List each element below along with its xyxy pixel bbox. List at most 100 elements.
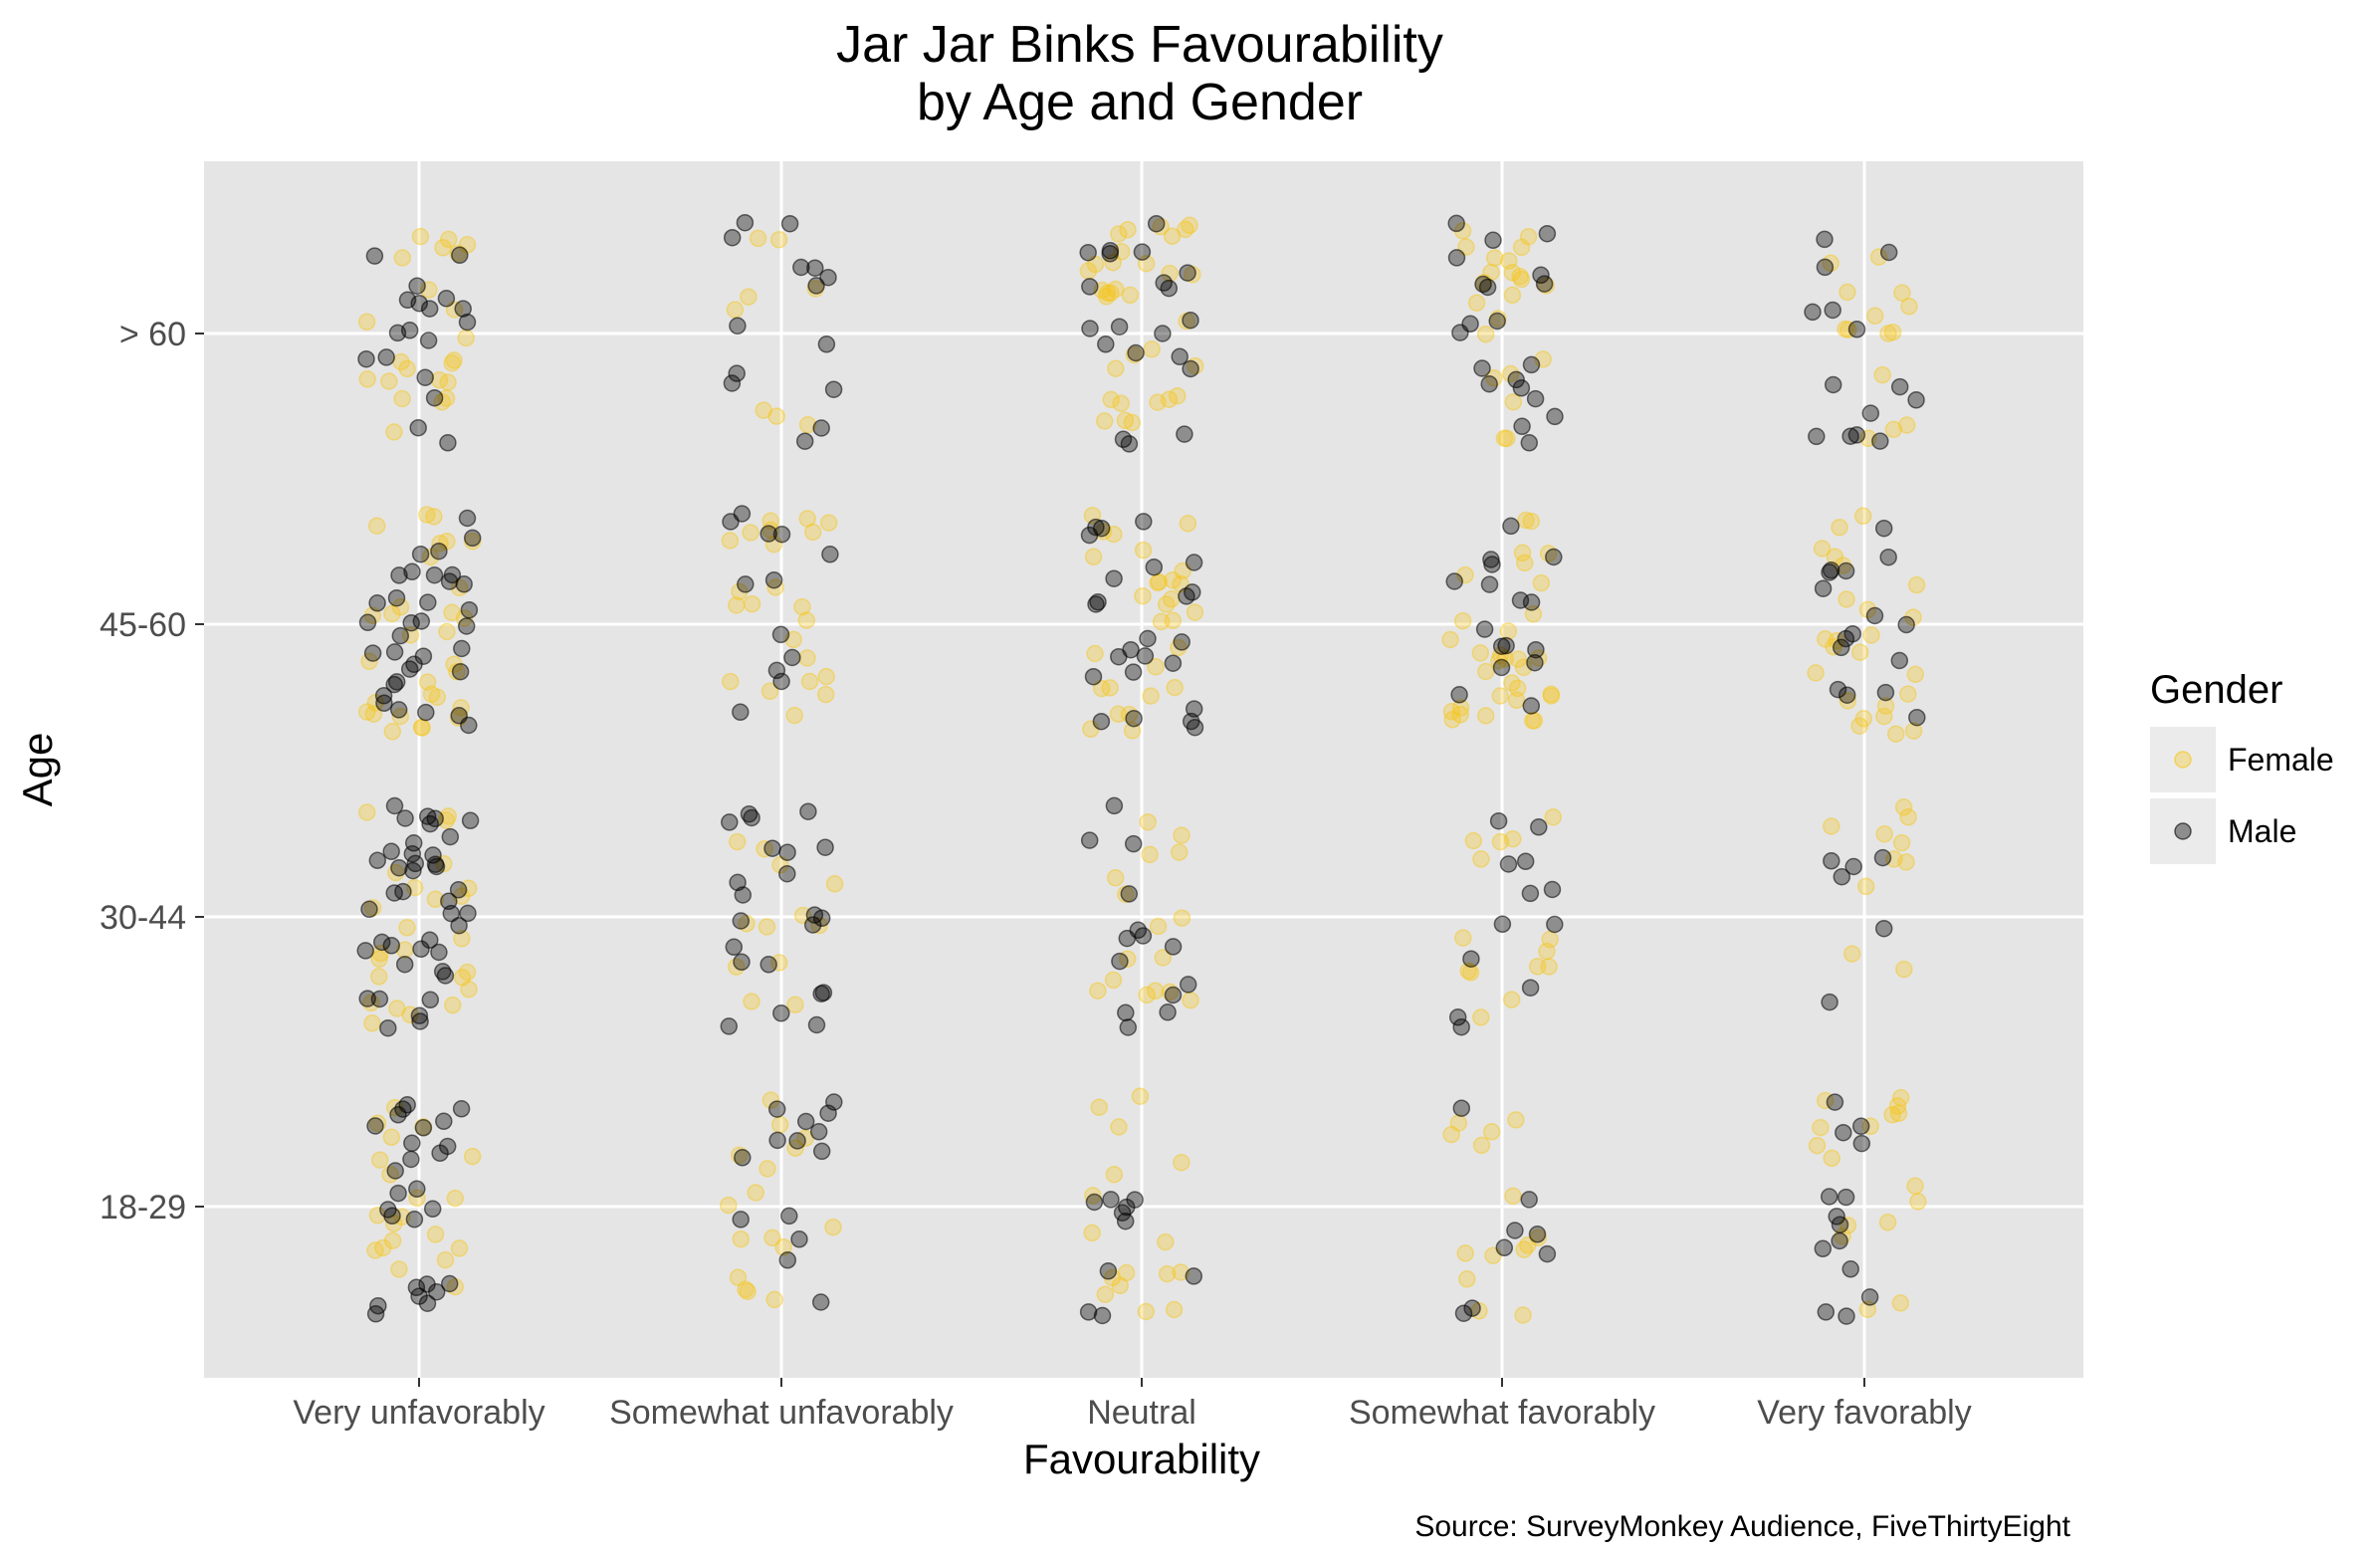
data-point [1875,707,1893,726]
data-point [417,703,435,722]
data-point [1165,1300,1184,1319]
legend-key-male [2150,798,2216,864]
data-point [736,213,755,232]
data-point [1838,1307,1855,1325]
data-point [1478,278,1497,297]
data-point [1135,513,1153,531]
data-point [1081,320,1099,337]
data-point [767,407,785,425]
data-point [733,505,752,523]
data-point [1499,855,1518,873]
data-point [430,542,448,560]
data-point [821,546,839,563]
data-point [796,1112,815,1131]
data-point [1104,971,1123,990]
data-point [383,723,402,741]
data-point [391,598,410,616]
data-point [379,1201,397,1219]
data-point [759,525,777,543]
source-caption: Source: SurveyMonkey Audience, FiveThirt… [1414,1510,2070,1543]
data-point [728,832,747,851]
data-point [812,419,830,437]
data-point [1157,595,1176,613]
data-point [1824,375,1842,394]
data-point [387,588,406,607]
data-point [1879,325,1897,342]
data-point [1456,1244,1474,1262]
data-point [449,881,468,899]
data-point [1879,548,1897,566]
data-point [1838,590,1855,608]
data-point [1909,1193,1927,1211]
data-point [1823,852,1840,870]
data-point [807,277,825,295]
data-point [1850,643,1869,661]
data-point [1504,1187,1522,1206]
data-point [1535,275,1554,293]
data-point [410,294,428,313]
data-point [1142,687,1160,705]
data-point [421,991,440,1009]
data-point [379,1018,397,1037]
data-point [1463,1299,1481,1317]
data-point [382,937,401,955]
plot-panel [204,161,2083,1378]
data-point [783,648,801,667]
data-point [1523,712,1542,730]
data-point [1521,884,1540,903]
data-point [1826,548,1844,565]
data-point [1532,573,1551,592]
data-point [1124,834,1143,853]
data-point [768,1131,786,1150]
data-point [1173,826,1190,844]
data-point [421,931,439,950]
data-point [445,351,463,369]
data-point [1517,511,1535,530]
data-point [1143,340,1161,358]
data-point [426,855,445,873]
data-point [819,514,838,532]
data-point [747,1184,764,1202]
series-male [356,213,1926,1325]
data-point [1826,1093,1844,1111]
data-point [408,1180,426,1199]
data-point [1134,927,1153,945]
data-point [382,842,400,861]
data-point [1509,650,1528,668]
data-point [1473,359,1491,377]
data-point [1878,1214,1897,1231]
x-tick-label: Neutral [1087,1394,1196,1432]
data-point [367,517,386,535]
data-point [790,1230,808,1248]
data-point [760,682,779,701]
x-tick-label: Very favorably [1757,1394,1971,1432]
legend-title: Gender [2150,668,2282,712]
data-point [1522,355,1541,374]
data-point [1133,243,1152,261]
data-point [357,803,376,821]
data-point [1452,1099,1471,1117]
data-point [1507,370,1525,389]
data-point [1871,432,1889,450]
data-point [391,626,410,645]
data-point [1119,220,1137,239]
data-point [358,990,376,1007]
data-point [1164,611,1183,630]
data-point [1452,1017,1470,1036]
data-point [433,963,452,981]
data-point [1475,620,1494,638]
data-point [1124,663,1143,681]
data-point [720,1196,738,1215]
data-point [1186,718,1204,737]
data-point [1101,284,1120,303]
data-point [1502,517,1520,536]
data-point [1804,303,1822,322]
data-point [457,617,476,635]
data-point [385,796,404,815]
data-point [1093,1306,1112,1325]
data-point [370,990,389,1008]
data-point [1117,1003,1135,1022]
data-point [388,1000,406,1017]
data-point [1462,950,1480,968]
data-point [1897,615,1915,634]
